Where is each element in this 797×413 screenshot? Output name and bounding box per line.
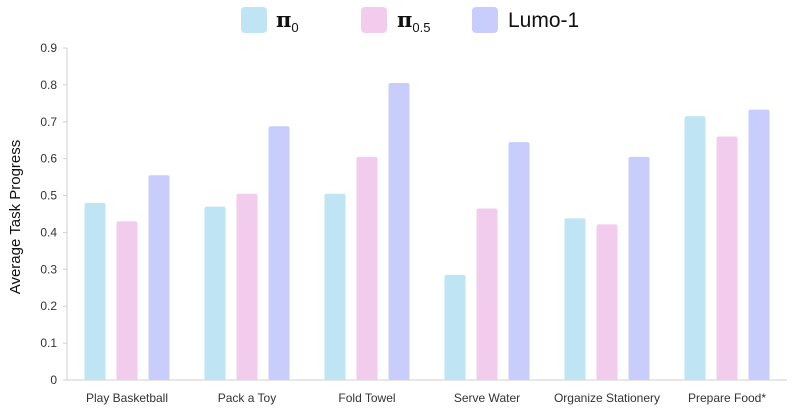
- y-ticks: 0 0.1 0.2 0.3 0.4 0.5 0.6 0.7 0.8 0.9: [40, 41, 67, 387]
- y-tick-label: 0.3: [40, 262, 57, 276]
- legend: π0 π0.5 Lumo-1: [241, 7, 579, 35]
- legend-item-lumo1: Lumo-1: [472, 7, 579, 33]
- bar-0-play-basketball: [84, 202, 106, 380]
- bar-lumo1-prepare-food: [748, 109, 770, 381]
- x-tick-label: Play Basketball: [86, 391, 168, 405]
- y-axis-label: Average Task Progress: [7, 140, 24, 295]
- y-tick-label: 0.5: [40, 189, 57, 203]
- bar-05-play-basketball: [116, 221, 138, 380]
- bar-lumo1-organize-stationery: [628, 156, 650, 380]
- bar-0-serve-water: [444, 274, 466, 380]
- bar-05-pack-a-toy: [236, 193, 258, 380]
- x-tick-label: Organize Stationery: [554, 391, 660, 405]
- y-tick-label: 0: [50, 373, 57, 387]
- svg-text:π0.5: π0.5: [397, 7, 430, 35]
- legend-label-pi0-main: π: [276, 7, 291, 32]
- x-tick-label: Prepare Food*: [688, 391, 766, 405]
- y-tick-label: 0.9: [40, 41, 57, 55]
- legend-swatch-lumo1: [472, 7, 498, 33]
- legend-label-lumo1: Lumo-1: [508, 9, 579, 32]
- bar-05-serve-water: [476, 208, 498, 380]
- x-ticks: Play Basketball Pack a Toy Fold Towel Serve…: [86, 391, 766, 405]
- y-tick-label: 0.7: [40, 115, 57, 129]
- bar-lumo1-play-basketball: [148, 175, 170, 380]
- y-tick-label: 0.1: [40, 336, 57, 350]
- axes: [66, 48, 787, 381]
- y-tick-label: 0.8: [40, 78, 57, 92]
- legend-swatch-pi05: [361, 7, 387, 33]
- legend-item-pi05: π0.5: [361, 7, 430, 35]
- bar-0-fold-towel: [324, 193, 346, 380]
- legend-label-pi0-sub: 0: [291, 20, 298, 35]
- bar-lumo1-pack-a-toy: [268, 126, 290, 381]
- bar-0-organize-stationery: [564, 218, 586, 380]
- bars: [84, 83, 770, 381]
- bar-05-prepare-food: [716, 136, 738, 380]
- x-tick-label: Serve Water: [454, 391, 520, 405]
- legend-item-pi0: π0: [241, 7, 299, 35]
- x-tick-label: Pack a Toy: [218, 391, 276, 405]
- legend-label-pi05-sub: 0.5: [412, 20, 430, 35]
- bar-0-prepare-food: [684, 116, 706, 380]
- bar-lumo1-serve-water: [508, 142, 530, 380]
- x-tick-label: Fold Towel: [338, 391, 395, 405]
- legend-swatch-pi0: [241, 7, 267, 33]
- svg-text:π0: π0: [276, 7, 299, 35]
- y-tick-label: 0.4: [40, 225, 57, 239]
- legend-label-pi05-main: π: [397, 7, 412, 32]
- bar-05-fold-towel: [356, 156, 378, 380]
- y-tick-label: 0.6: [40, 152, 57, 166]
- y-tick-label: 0.2: [40, 299, 57, 313]
- bar-05-organize-stationery: [596, 224, 618, 380]
- bar-0-pack-a-toy: [204, 206, 226, 380]
- bar-lumo1-fold-towel: [388, 83, 410, 381]
